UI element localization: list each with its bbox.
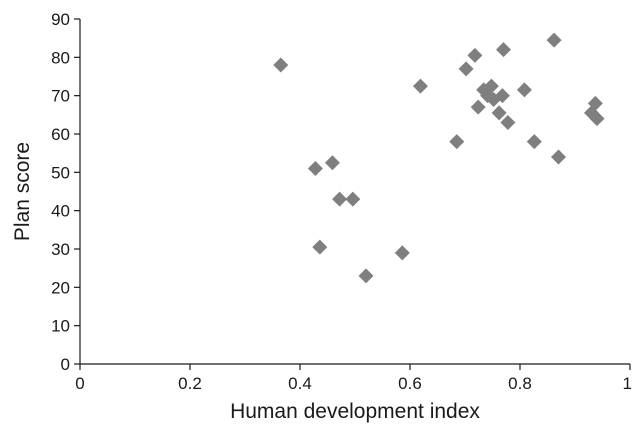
data-point (546, 32, 562, 48)
data-point (516, 82, 532, 98)
data-point (324, 155, 340, 171)
data-point (470, 99, 486, 115)
data-point (587, 95, 603, 111)
data-point (345, 191, 361, 207)
data-point (273, 57, 289, 73)
data-point (589, 111, 605, 127)
y-tick-label: 30 (51, 240, 70, 259)
x-tick-label: 0 (75, 374, 84, 393)
y-tick-label: 40 (51, 202, 70, 221)
x-axis-title: Human development index (230, 400, 480, 423)
data-point (500, 115, 516, 130)
x-tick-label: 0.4 (288, 374, 312, 393)
y-tick-label: 20 (51, 278, 70, 297)
y-tick-label: 0 (61, 355, 70, 374)
y-tick-label: 80 (51, 48, 70, 67)
y-tick-label: 60 (51, 125, 70, 144)
x-tick-label: 1 (623, 374, 632, 393)
data-point (494, 88, 510, 104)
data-point (526, 134, 542, 150)
x-tick-label: 0.2 (178, 374, 202, 393)
data-point (332, 191, 348, 207)
data-points (273, 32, 605, 284)
y-tick-label: 10 (51, 317, 70, 336)
data-point (467, 47, 483, 63)
data-point (491, 105, 507, 121)
data-point (449, 134, 465, 150)
y-axis-title: Plan score (11, 142, 34, 241)
x-tick-label: 0.8 (508, 374, 532, 393)
data-point (412, 78, 428, 94)
y-tick-label: 90 (51, 10, 70, 29)
y-axis: 0 10 20 30 40 50 60 70 80 90 (51, 10, 81, 374)
x-axis: 0 0.2 0.4 0.6 0.8 1 (75, 363, 632, 393)
data-point (551, 149, 566, 165)
data-point (483, 78, 499, 94)
data-point (312, 239, 328, 255)
data-point (394, 245, 410, 261)
x-tick-label: 0.6 (398, 374, 422, 393)
data-point (358, 268, 374, 284)
data-point (496, 42, 511, 58)
data-point (458, 61, 474, 77)
y-tick-label: 70 (51, 87, 70, 106)
data-point (307, 161, 323, 176)
y-tick-label: 50 (51, 163, 70, 182)
